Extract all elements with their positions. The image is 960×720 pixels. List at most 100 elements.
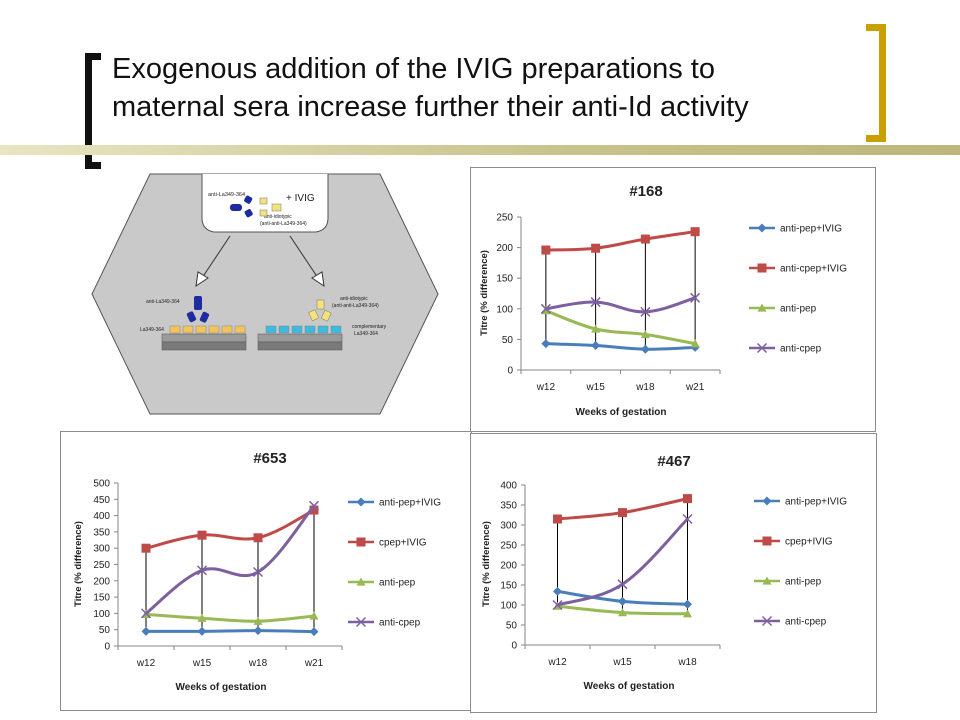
chart-panel-653: #653 0 50 100 150 200 250 300 350 400 450 500 w12 w15…	[60, 431, 472, 711]
y-axis-label: Titre (% difference)	[73, 521, 84, 607]
x-tick-label: w15	[612, 657, 632, 668]
x-tick-label: w15	[585, 382, 605, 393]
series-cpep-ivig	[553, 494, 692, 524]
series-line	[145, 508, 315, 550]
data-point	[690, 227, 700, 237]
data-point	[197, 530, 207, 540]
data-point	[618, 596, 627, 606]
legend-entry: cpep+IVIG	[754, 536, 833, 548]
antiid-label-1: anti-idiotypic	[264, 214, 292, 220]
data-point	[541, 306, 551, 315]
legend-label: anti-cpep	[785, 617, 827, 628]
series-anti-cpep	[552, 513, 693, 611]
x-tick-label: w21	[685, 382, 705, 393]
right-antiid-icon	[308, 299, 332, 322]
series-anti-pep-ivig	[553, 586, 692, 609]
data-point	[552, 599, 563, 611]
y-tick-label: 200	[93, 576, 110, 587]
legend-label: anti-pep	[379, 578, 416, 589]
legend-swatch-marker	[762, 536, 772, 546]
x-tick-label: w12	[547, 657, 567, 668]
series-cpep-ivig	[141, 505, 319, 553]
x-tick-label: w18	[635, 382, 655, 393]
series-anti-pep	[141, 609, 319, 625]
y-tick-label: 400	[500, 481, 517, 492]
data-point	[553, 586, 562, 596]
y-tick-label: 150	[500, 581, 517, 592]
data-point	[591, 341, 601, 351]
data-point	[553, 514, 562, 524]
legend-swatch-marker	[356, 577, 366, 586]
left-antibody-label: anti-La349-364	[146, 299, 180, 305]
legend-label: anti-pep+IVIG	[780, 224, 842, 235]
series-anti-cpep	[540, 292, 701, 317]
series-line	[145, 504, 316, 615]
y-tick-label: 500	[93, 479, 110, 490]
right-bracket	[866, 24, 886, 142]
y-tick-label: 250	[496, 213, 513, 224]
right-plate-label-1: complementary	[352, 324, 387, 330]
data-point	[591, 243, 601, 253]
x-axis-label: Weeks of gestation	[584, 681, 675, 692]
chart-panel-168: #168 0 50 100 150 200 250 w12 w15 w18 w21 Weeks of …	[470, 167, 876, 432]
legend-entry: anti-pep+IVIG	[348, 497, 441, 509]
data-point	[640, 234, 650, 244]
legend-entry: anti-cpep	[348, 616, 421, 629]
top-antibody-label: anti-La349-364	[208, 192, 245, 198]
y-tick-label: 100	[500, 601, 517, 612]
y-tick-label: 0	[104, 642, 110, 653]
data-point	[540, 303, 551, 314]
x-tick-label: w12	[536, 382, 556, 393]
y-tick-label: 200	[496, 243, 513, 254]
right-plate	[257, 333, 343, 343]
series-anti-cpep-ivig	[541, 227, 700, 255]
left-antibody-icon	[186, 296, 210, 323]
chart-653: #653 0 50 100 150 200 250 300 350 400 450 500 w12 w15…	[73, 450, 441, 693]
legend-entry: anti-cpep	[754, 615, 827, 628]
chart-title: #168	[629, 183, 662, 200]
y-tick-label: 350	[93, 527, 110, 538]
left-bracket	[85, 53, 101, 169]
data-point	[683, 609, 692, 618]
x-tick-label: w18	[248, 658, 268, 669]
slide-title-line-1: Exogenous addition of the IVIG preparati…	[112, 53, 715, 85]
right-plate-label-2: La349-364	[354, 331, 378, 337]
legend-entry: anti-pep+IVIG	[749, 223, 842, 235]
y-tick-label: 200	[500, 561, 517, 572]
data-point	[591, 324, 601, 333]
legend-entry: anti-cpep	[749, 342, 822, 355]
slide-title-line-2: maternal sera increase further their ant…	[112, 91, 749, 123]
legend-swatch-marker	[762, 576, 772, 585]
data-point	[253, 626, 263, 636]
chart-title: #653	[253, 450, 286, 467]
legend-label: cpep+IVIG	[379, 538, 427, 549]
y-tick-label: 150	[93, 593, 110, 604]
y-tick-label: 0	[511, 641, 517, 652]
y-tick-label: 400	[93, 511, 110, 522]
data-point	[541, 339, 551, 349]
series-line	[545, 309, 696, 346]
right-arrow-icon	[289, 235, 325, 288]
legend-entry: anti-pep+IVIG	[754, 496, 847, 508]
legend-label: anti-pep	[785, 577, 822, 588]
legend-label: anti-pep+IVIG	[379, 498, 441, 509]
slide-title: Exogenous addition of the IVIG preparati…	[112, 50, 902, 126]
data-point	[309, 505, 319, 515]
data-point	[640, 344, 650, 354]
legend-entry: anti-pep	[749, 303, 817, 315]
data-point	[541, 245, 551, 255]
title-rule	[0, 145, 960, 155]
left-peptide-row	[169, 325, 246, 334]
legend-label: anti-cpep+IVIG	[780, 264, 847, 275]
y-axis-label: Titre (% difference)	[479, 250, 490, 336]
data-point	[617, 579, 628, 590]
left-arrow-icon	[195, 235, 231, 288]
legend-entry: anti-pep	[348, 577, 416, 589]
legend-swatch-marker	[355, 616, 367, 628]
data-point	[590, 297, 601, 308]
data-point	[197, 626, 207, 636]
data-point	[196, 565, 208, 576]
legend-swatch-marker	[356, 497, 366, 507]
data-point	[683, 599, 692, 609]
chart-467: #467 0 50 100 150 200 250 300 350 400 w12 w15 w18 Wee…	[481, 453, 847, 692]
